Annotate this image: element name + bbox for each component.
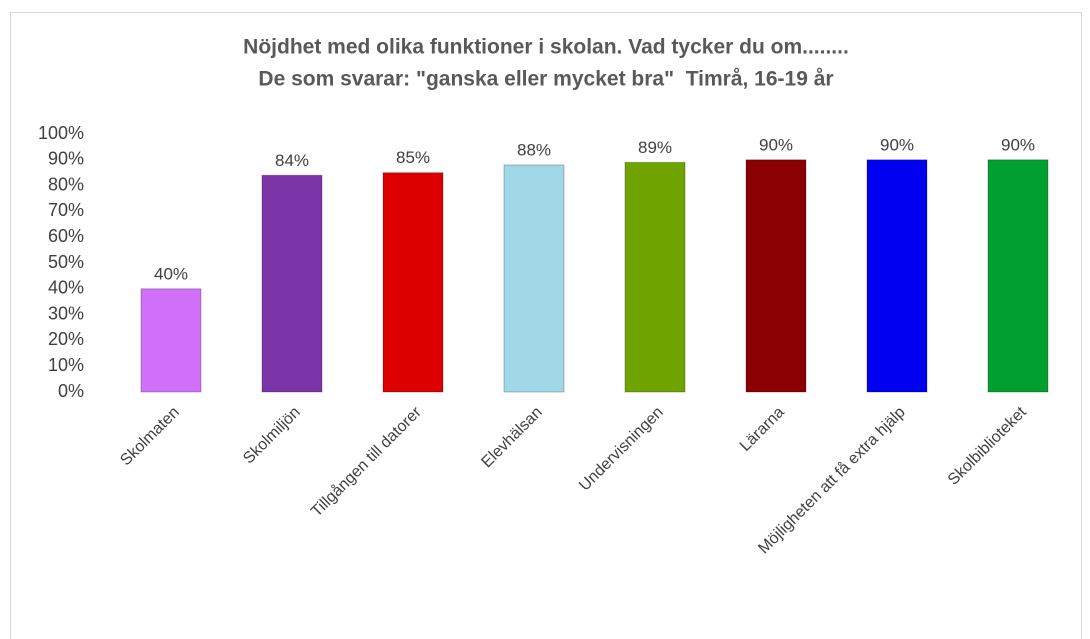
y-tick-label: 30%	[48, 303, 84, 323]
data-label: 88%	[517, 140, 551, 159]
data-label: 40%	[154, 264, 188, 283]
bar	[140, 288, 202, 393]
data-label: 85%	[396, 148, 430, 167]
bar	[745, 159, 807, 393]
data-label: 90%	[759, 135, 793, 154]
y-tick-label: 0%	[58, 381, 84, 401]
bar	[382, 172, 444, 393]
y-tick-label: 40%	[48, 278, 84, 298]
y-tick-label: 70%	[48, 200, 84, 220]
y-tick-label: 100%	[38, 123, 84, 143]
y-tick-label: 20%	[48, 329, 84, 349]
data-label: 84%	[275, 151, 309, 170]
y-tick-label: 10%	[48, 355, 84, 375]
bar	[866, 159, 928, 393]
y-tick-label: 50%	[48, 252, 84, 272]
chart-title: Nöjdhet med olika funktioner i skolan. V…	[243, 36, 849, 59]
y-tick-label: 80%	[48, 174, 84, 194]
chart-subtitle: De som svarar: "ganska eller mycket bra"…	[258, 68, 833, 91]
y-tick-label: 60%	[48, 226, 84, 246]
y-tick-label: 90%	[48, 149, 84, 169]
data-label: 90%	[1001, 135, 1035, 154]
bar	[503, 164, 565, 393]
data-label: 89%	[638, 138, 672, 157]
bar	[624, 161, 686, 393]
data-label: 90%	[880, 135, 914, 154]
bar	[987, 159, 1049, 393]
bar	[261, 174, 323, 393]
